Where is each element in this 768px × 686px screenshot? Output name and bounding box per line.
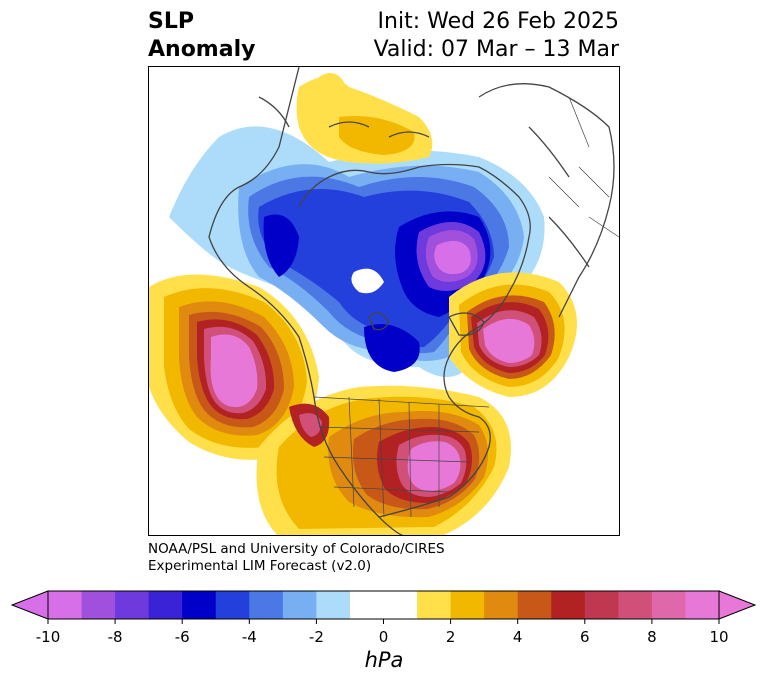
colorbar-tick-label: 8	[647, 628, 657, 646]
colorbar-segment	[484, 591, 519, 619]
colorbar-segment	[450, 591, 485, 619]
colorbar-unit-label: hPa	[364, 648, 404, 672]
credit-text: NOAA/PSL and University of Colorado/CIRE…	[148, 541, 445, 575]
colorbar-segment	[517, 591, 552, 619]
valid-range-label: Valid: 07 Mar – 13 Mar	[373, 37, 619, 62]
colorbar-tick-label: 10	[709, 628, 729, 646]
colorbar-tick-label: -10	[35, 628, 61, 646]
colorbar-segment	[316, 591, 351, 619]
positive-anomaly-pacific	[149, 274, 319, 460]
colorbar-segment	[685, 591, 720, 619]
colorbar-segment	[282, 591, 317, 619]
colorbar-segment	[249, 591, 284, 619]
colorbar	[10, 590, 757, 624]
forecast-dates: Init: Wed 26 Feb 2025 Valid: 07 Mar – 13…	[374, 8, 619, 64]
colorbar-segments	[48, 591, 720, 619]
colorbar-segment	[48, 591, 83, 619]
state-borders	[313, 96, 619, 518]
colorbar-right-extension	[718, 590, 757, 620]
colorbar-segment	[551, 591, 586, 619]
colorbar-tick-label: -2	[308, 628, 324, 646]
colorbar-segment	[115, 591, 150, 619]
colorbar-tick-label: -8	[107, 628, 123, 646]
colorbar-tick-label: 4	[512, 628, 523, 646]
colorbar-segment	[618, 591, 653, 619]
credit-line-1: NOAA/PSL and University of Colorado/CIRE…	[148, 541, 445, 557]
colorbar-segment	[651, 591, 686, 619]
colorbar-ticks	[47, 619, 720, 624]
map-title: SLP Anomaly	[148, 8, 255, 64]
positive-anomaly-atlantic	[449, 272, 577, 397]
colorbar-tick-label: -6	[174, 628, 190, 646]
colorbar-segment	[182, 591, 217, 619]
colorbar-segment	[148, 591, 183, 619]
anomaly-map	[149, 67, 619, 535]
colorbar-tick-label: 0	[378, 628, 389, 646]
colorbar-segment	[417, 591, 452, 619]
title-line-2: Anomaly	[148, 37, 256, 62]
colorbar-segment	[349, 591, 384, 619]
colorbar-left-extension	[10, 590, 49, 620]
positive-anomaly-north	[296, 73, 433, 164]
credit-line-2: Experimental LIM Forecast (v2.0)	[148, 558, 372, 574]
colorbar-tick-label: -4	[241, 628, 257, 646]
colorbar-segment	[81, 591, 116, 619]
title-line-1: SLP	[148, 9, 194, 34]
colorbar-segment	[383, 591, 418, 619]
colorbar-segment	[215, 591, 250, 619]
positive-anomaly-north-america	[256, 385, 511, 535]
init-date-label: Init: Wed 26 Feb 2025	[377, 9, 619, 34]
colorbar-segment	[584, 591, 619, 619]
map-panel	[148, 66, 620, 536]
coastlines	[208, 67, 615, 535]
colorbar-tick-label: 2	[445, 628, 456, 646]
colorbar-tick-label: 6	[580, 628, 590, 646]
